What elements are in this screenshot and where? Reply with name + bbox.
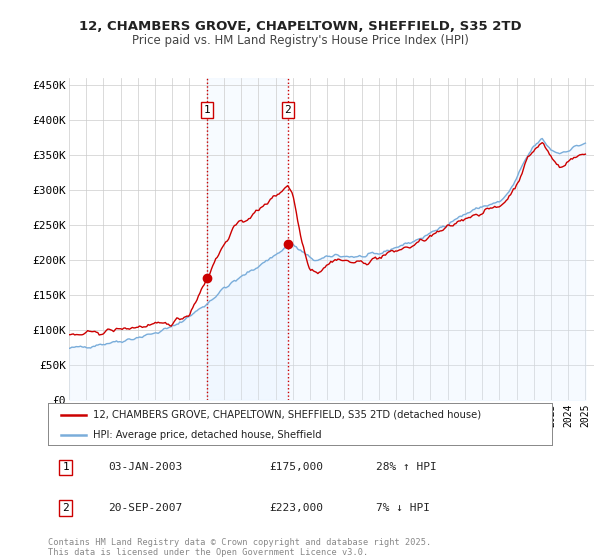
Text: 1: 1 xyxy=(203,105,211,115)
Text: Price paid vs. HM Land Registry's House Price Index (HPI): Price paid vs. HM Land Registry's House … xyxy=(131,34,469,46)
Text: 2: 2 xyxy=(284,105,292,115)
Text: 28% ↑ HPI: 28% ↑ HPI xyxy=(376,463,436,473)
Text: £175,000: £175,000 xyxy=(270,463,324,473)
Text: £223,000: £223,000 xyxy=(270,503,324,513)
Text: HPI: Average price, detached house, Sheffield: HPI: Average price, detached house, Shef… xyxy=(94,430,322,440)
Bar xyxy=(207,78,288,400)
Text: Contains HM Land Registry data © Crown copyright and database right 2025.
This d: Contains HM Land Registry data © Crown c… xyxy=(48,538,431,557)
Text: 12, CHAMBERS GROVE, CHAPELTOWN, SHEFFIELD, S35 2TD: 12, CHAMBERS GROVE, CHAPELTOWN, SHEFFIEL… xyxy=(79,20,521,32)
Text: 20-SEP-2007: 20-SEP-2007 xyxy=(109,503,183,513)
Text: 12, CHAMBERS GROVE, CHAPELTOWN, SHEFFIELD, S35 2TD (detached house): 12, CHAMBERS GROVE, CHAPELTOWN, SHEFFIEL… xyxy=(94,410,481,420)
Text: 03-JAN-2003: 03-JAN-2003 xyxy=(109,463,183,473)
Text: 2: 2 xyxy=(62,503,69,513)
Text: 7% ↓ HPI: 7% ↓ HPI xyxy=(376,503,430,513)
Text: 1: 1 xyxy=(62,463,69,473)
